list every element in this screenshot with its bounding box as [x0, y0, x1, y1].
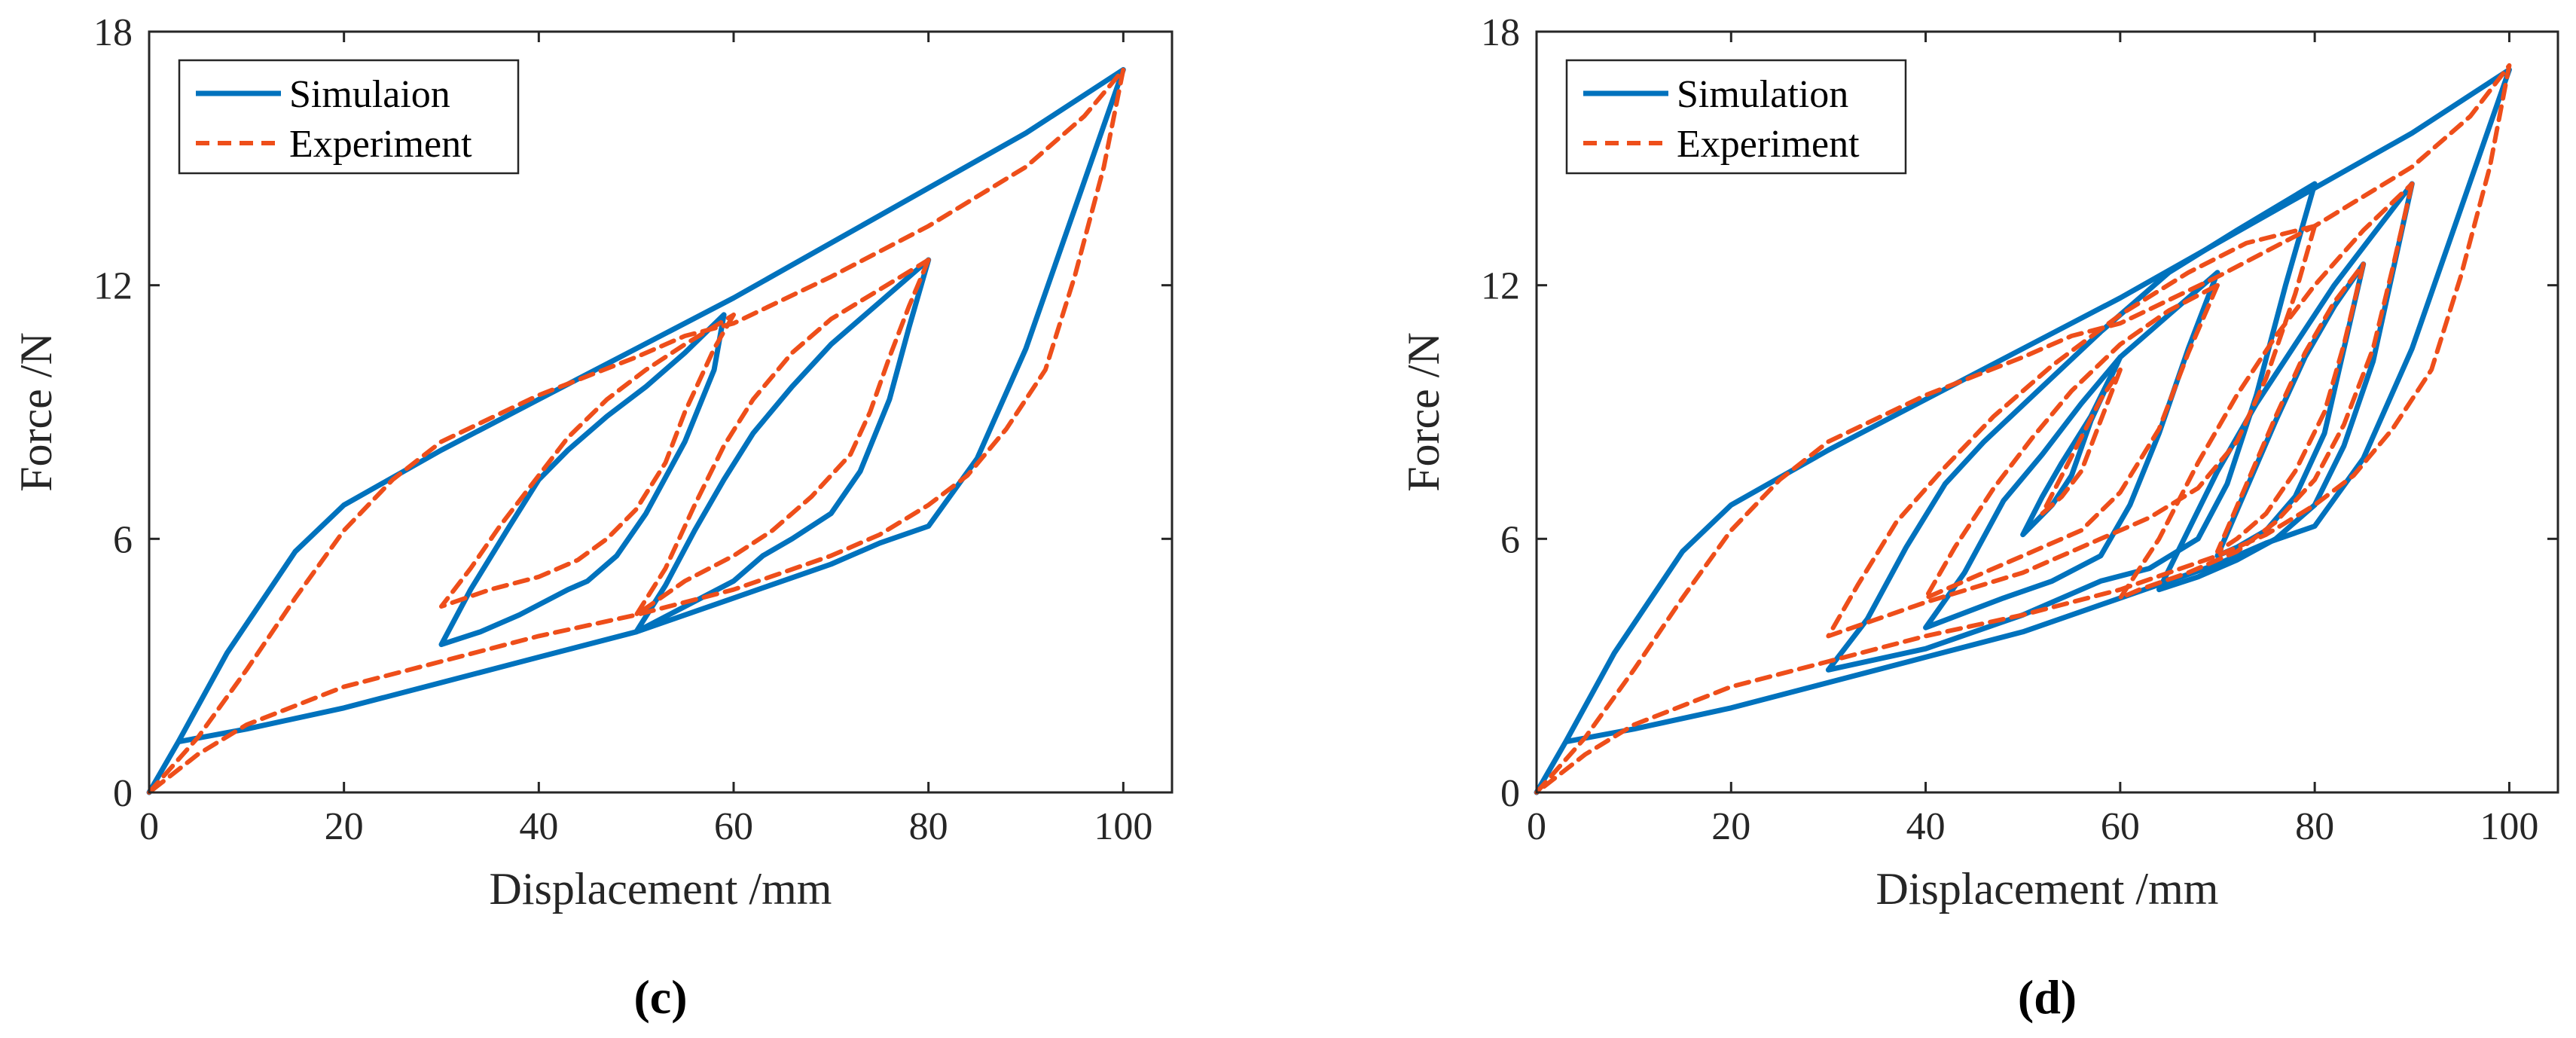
panel-letter: d: [2034, 970, 2061, 1024]
legend: Simulation Experiment: [1565, 59, 1907, 175]
x-tick-label: 60: [714, 805, 753, 848]
legend-label-experiment: Experiment: [1677, 123, 1860, 166]
simulation-curve-3: [2020, 354, 2123, 538]
plot-frame: [1535, 30, 2559, 794]
experiment-curve-11: [2040, 367, 2123, 516]
simulation-curve-0: [146, 67, 1126, 795]
y-tick-label: 12: [93, 265, 133, 308]
y-tick-label: 18: [93, 11, 133, 54]
x-tick-label: 20: [325, 805, 364, 848]
experiment-curve-5: [633, 258, 931, 618]
simulation-curve-0: [1534, 67, 2512, 795]
y-tick-label: 6: [113, 518, 133, 561]
series-layer: [146, 67, 1126, 795]
experiment-curve-4: [439, 312, 736, 609]
legend-label-simulation: Simulation: [1677, 73, 1848, 116]
panel-letter: c: [650, 970, 671, 1024]
x-axis-label: Displacement /mm: [490, 864, 832, 914]
x-tick-label: 100: [2480, 805, 2538, 848]
experiment-curve-6: [1534, 63, 2512, 795]
legend-label-simulation: Simulaion: [289, 73, 450, 116]
x-axis-label: Displacement /mm: [1876, 864, 2219, 914]
y-axis-label: Force /N: [1399, 332, 1448, 492]
y-tick-label: 0: [113, 772, 133, 815]
legend-box: [178, 59, 520, 175]
series-layer: [1534, 63, 2512, 795]
axis-ticks: 0 20 40 60 80 100 0 6 12 18: [1481, 11, 2558, 848]
legend-box: [1565, 59, 1907, 175]
legend-label-experiment: Experiment: [289, 123, 472, 166]
x-tick-label: 80: [2295, 805, 2334, 848]
y-tick-label: 18: [1481, 11, 1520, 54]
experiment-curve-9: [2117, 182, 2415, 600]
experiment-curve-3: [147, 67, 1126, 795]
axis-ticks: 0 20 40 60 80 100 0 6 12 18: [93, 11, 1172, 848]
x-tick-label: 40: [1906, 805, 1946, 848]
chart-panel-c: 0 20 40 60 80 100 0 6 12 18 Displacement /mm Forc…: [11, 11, 1174, 1024]
panel-label: (d): [2018, 970, 2077, 1024]
y-tick-label: 12: [1481, 265, 1520, 308]
experiment-curve-7: [1826, 224, 2318, 639]
panel-label: (c): [633, 970, 687, 1024]
chart-panel-d: 0 20 40 60 80 100 0 6 12 18 Displacement /mm Forc…: [1399, 11, 2559, 1024]
y-tick-label: 0: [1500, 772, 1520, 815]
simulation-curve-2: [1923, 270, 2220, 630]
simulation-curve-4: [2156, 181, 2415, 593]
x-tick-label: 100: [1094, 805, 1152, 848]
experiment-curve-10: [2215, 261, 2366, 554]
simulation-curve-1: [438, 312, 727, 648]
x-tick-label: 0: [139, 805, 159, 848]
x-tick-label: 80: [909, 805, 948, 848]
x-tick-label: 40: [519, 805, 558, 848]
plot-frame: [148, 30, 1174, 794]
y-tick-label: 6: [1500, 518, 1520, 561]
y-axis-label: Force /N: [11, 332, 61, 492]
x-tick-label: 20: [1711, 805, 1750, 848]
x-tick-label: 0: [1527, 805, 1546, 848]
experiment-curve-8: [1923, 282, 2220, 600]
x-tick-label: 60: [2101, 805, 2140, 848]
simulation-curve-2: [633, 257, 932, 635]
legend: Simulaion Experiment: [178, 59, 520, 175]
